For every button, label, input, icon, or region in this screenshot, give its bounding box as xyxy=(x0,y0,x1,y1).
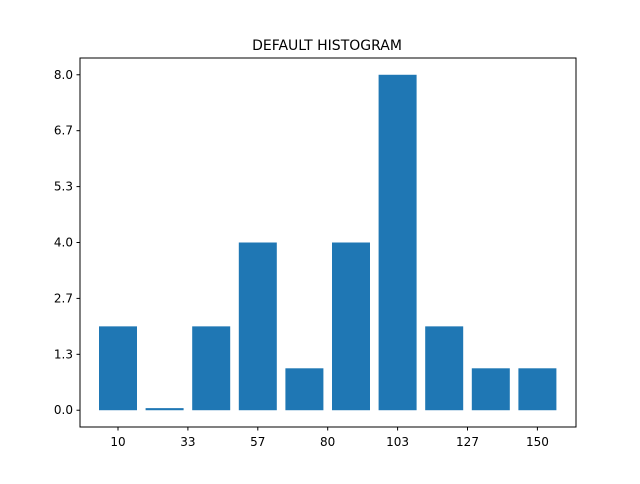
histogram-bar xyxy=(378,74,417,411)
y-tick-label: 2.7 xyxy=(54,291,73,305)
bars-group xyxy=(99,74,557,411)
x-axis: 10 33 57 80 103 127 150 xyxy=(110,427,549,449)
y-tick-label: 5.3 xyxy=(54,180,73,194)
x-tick-label: 127 xyxy=(456,435,479,449)
plot-frame xyxy=(79,57,577,428)
histogram-bar xyxy=(471,368,510,411)
histogram-bar xyxy=(332,242,370,411)
x-tick-label: 10 xyxy=(110,435,125,449)
histogram-bar xyxy=(99,326,137,411)
y-tick-label: 0.0 xyxy=(54,403,73,417)
y-tick-label: 1.3 xyxy=(54,347,73,361)
histogram-bar xyxy=(425,326,464,411)
y-tick-label: 6.7 xyxy=(54,124,73,138)
x-tick-label: 57 xyxy=(250,435,265,449)
histogram-bar xyxy=(518,368,557,411)
x-tick-label: 80 xyxy=(320,435,335,449)
y-tick-label: 8.0 xyxy=(54,68,73,82)
histogram-bar xyxy=(145,408,184,411)
histogram-bar xyxy=(192,326,231,411)
y-axis: 0.0 1.3 2.7 4.0 5.3 6.7 8.0 xyxy=(54,68,80,417)
histogram-bar xyxy=(238,242,277,411)
x-tick-label: 33 xyxy=(180,435,195,449)
x-tick-label: 150 xyxy=(526,435,549,449)
y-tick-label: 4.0 xyxy=(54,236,73,250)
chart-title: DEFAULT HISTOGRAM xyxy=(252,38,402,54)
x-tick-label: 103 xyxy=(386,435,409,449)
histogram-bar xyxy=(285,368,324,411)
